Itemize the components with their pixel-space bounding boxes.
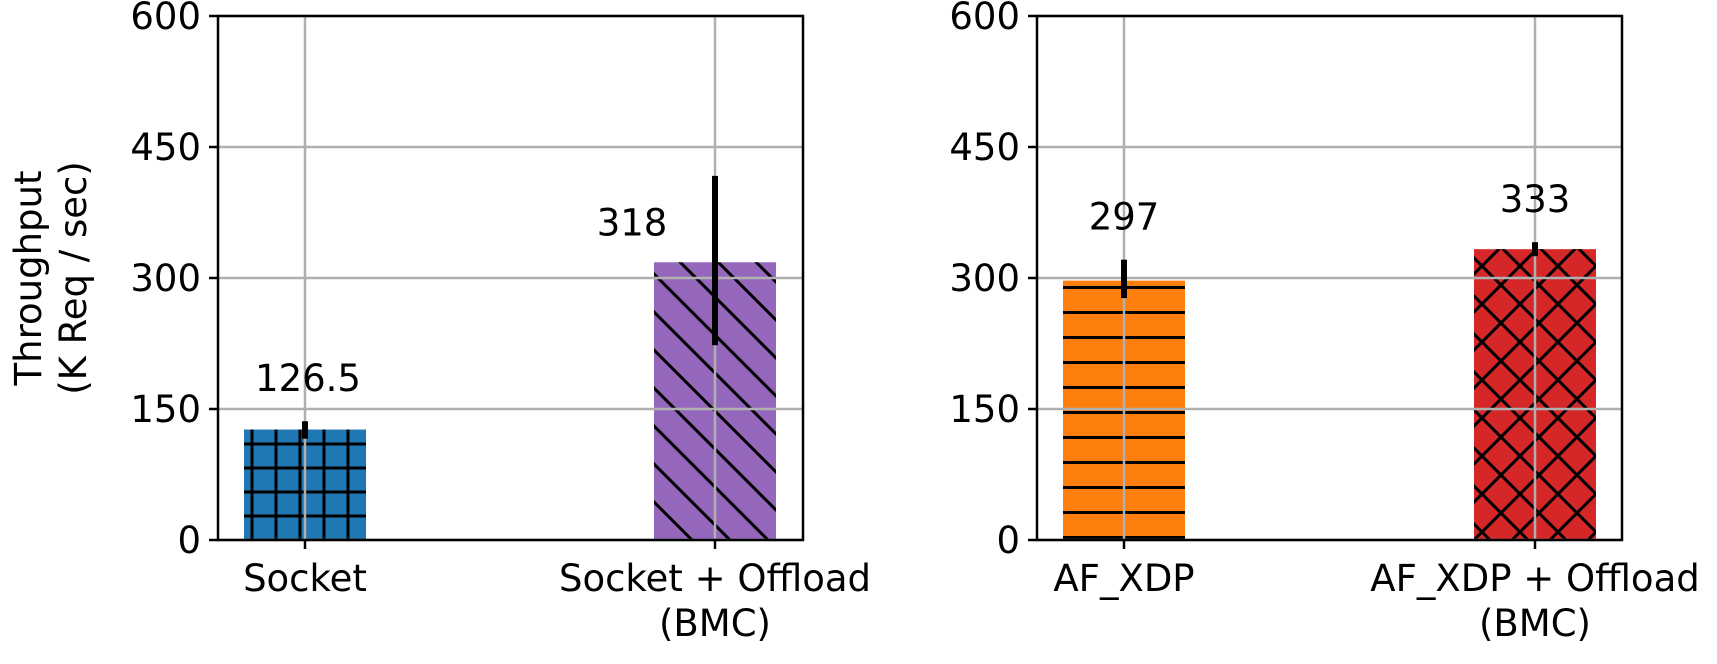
ytick-label: 300: [130, 257, 201, 300]
data-label-2: 318: [597, 201, 668, 244]
ytick-label: 450: [130, 126, 201, 169]
ytick-label: 0: [177, 519, 201, 562]
ytick-label: 150: [949, 388, 1020, 431]
ytick-label: 0: [996, 519, 1020, 562]
data-label-1: 126.5: [255, 357, 361, 400]
data-label-2: 333: [1500, 178, 1571, 221]
xtick-label: Socket: [243, 557, 367, 600]
chart-panel-1: 0 150 300 450 600 Socket Socket + Offload (BMC)…: [7, 0, 871, 645]
chart-panel-2: 0 150 300 450 600 AF_XDP AF_XDP + Offload (BMC)…: [949, 0, 1699, 645]
data-label-1: 297: [1089, 196, 1160, 239]
ytick-label: 450: [949, 126, 1020, 169]
y-axis-label: Throughput(K Req / sec): [7, 161, 95, 395]
ytick-label: 600: [949, 0, 1020, 38]
xtick-label: Socket + Offload (BMC): [559, 557, 871, 645]
ytick-label: 600: [130, 0, 201, 38]
xtick-label: AF_XDP: [1053, 557, 1194, 600]
ytick-label: 150: [130, 388, 201, 431]
xtick-label: AF_XDP + Offload (BMC): [1370, 557, 1699, 645]
ytick-label: 300: [949, 257, 1020, 300]
